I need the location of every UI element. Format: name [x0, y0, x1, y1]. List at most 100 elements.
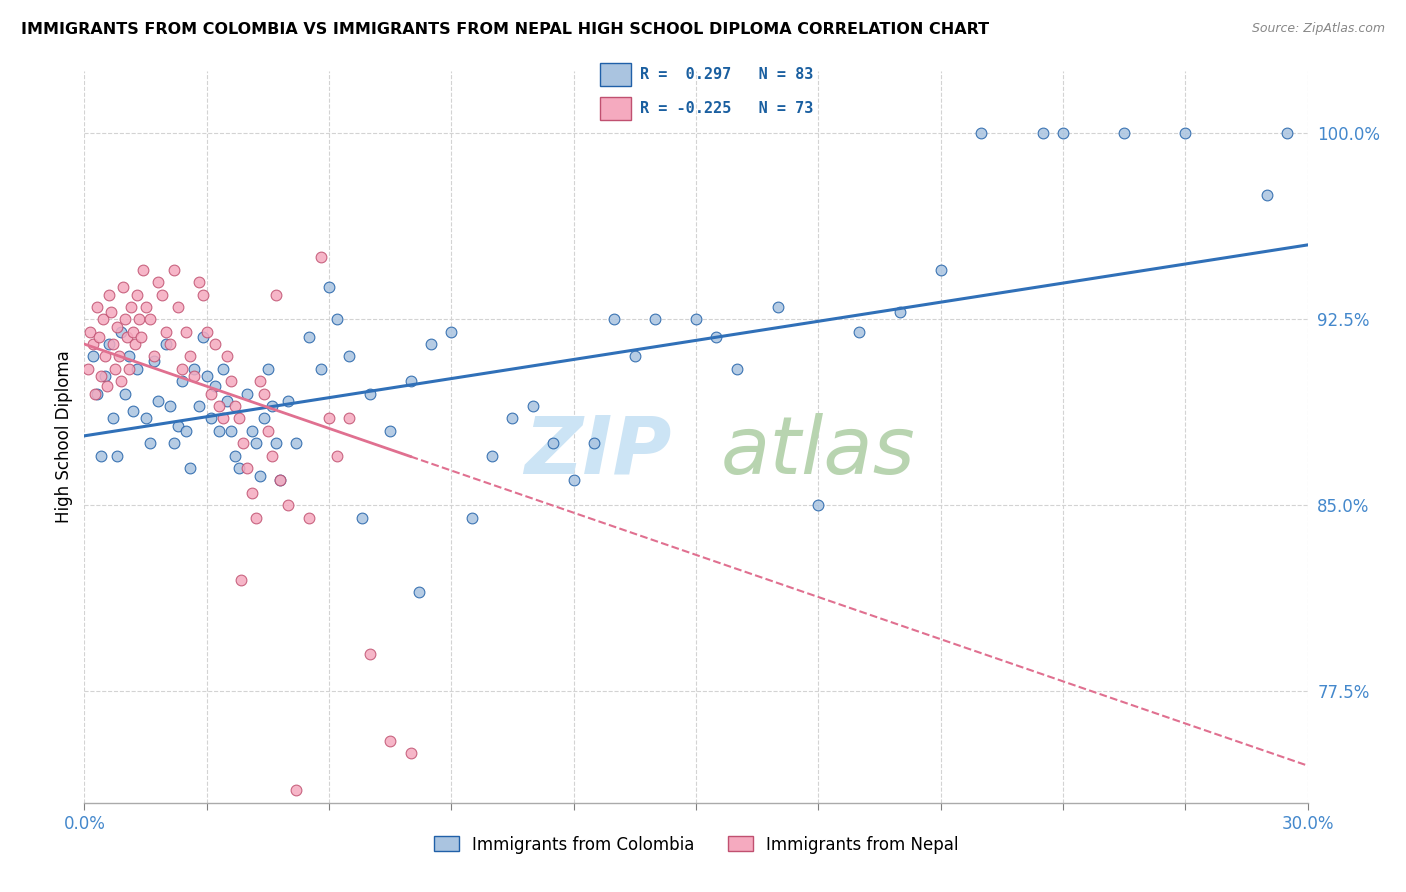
Point: [481, 449, 503, 463]
Point: [807, 498, 830, 512]
Point: [766, 300, 789, 314]
Point: [83, 386, 105, 401]
Point: [179, 461, 201, 475]
Point: [179, 350, 201, 364]
Point: [245, 436, 267, 450]
Point: [440, 325, 463, 339]
Point: [138, 312, 160, 326]
Point: [135, 300, 157, 314]
Text: Source: ZipAtlas.com: Source: ZipAtlas.com: [1251, 22, 1385, 36]
Point: [644, 312, 666, 326]
Bar: [600, 97, 631, 120]
Point: [142, 350, 165, 364]
Point: [583, 436, 606, 450]
Point: [399, 746, 422, 760]
Point: [326, 449, 349, 463]
Point: [624, 350, 647, 364]
Point: [260, 399, 283, 413]
Point: [82, 350, 104, 364]
Point: [97, 287, 120, 301]
Point: [191, 329, 214, 343]
Point: [91, 312, 114, 326]
Point: [309, 250, 332, 264]
Point: [219, 424, 242, 438]
Point: [603, 312, 626, 326]
Point: [249, 468, 271, 483]
Text: R = -0.225   N = 73: R = -0.225 N = 73: [640, 102, 814, 116]
Y-axis label: High School Diploma: High School Diploma: [55, 351, 73, 524]
Point: [104, 362, 127, 376]
Point: [159, 337, 181, 351]
Point: [285, 436, 308, 450]
Point: [502, 411, 524, 425]
Point: [86, 386, 108, 401]
Point: [90, 369, 112, 384]
Point: [408, 585, 430, 599]
Point: [359, 386, 381, 401]
Point: [128, 312, 150, 326]
Point: [204, 337, 226, 351]
Point: [1174, 126, 1197, 140]
Point: [1256, 188, 1278, 202]
Point: [1114, 126, 1136, 140]
Point: [685, 312, 707, 326]
Point: [217, 350, 239, 364]
Point: [159, 399, 181, 413]
Point: [187, 275, 209, 289]
Point: [93, 369, 115, 384]
Point: [167, 300, 190, 314]
Point: [96, 379, 118, 393]
Point: [240, 486, 263, 500]
Point: [240, 424, 263, 438]
Point: [118, 362, 141, 376]
Point: [309, 362, 332, 376]
Point: [228, 461, 250, 475]
Point: [298, 329, 321, 343]
Point: [200, 386, 222, 401]
Point: [380, 734, 402, 748]
Point: [82, 337, 104, 351]
Point: [264, 436, 287, 450]
Point: [236, 386, 259, 401]
Point: [257, 362, 280, 376]
Point: [350, 510, 373, 524]
Point: [135, 411, 157, 425]
Point: [848, 325, 870, 339]
Point: [260, 449, 283, 463]
Point: [127, 287, 149, 301]
Point: [1032, 126, 1054, 140]
Point: [174, 424, 197, 438]
Point: [264, 287, 287, 301]
Point: [219, 374, 242, 388]
Point: [110, 325, 132, 339]
Point: [249, 374, 271, 388]
Point: [172, 374, 194, 388]
Text: atlas: atlas: [721, 413, 915, 491]
Legend: Immigrants from Colombia, Immigrants from Nepal: Immigrants from Colombia, Immigrants fro…: [427, 829, 965, 860]
Point: [339, 411, 361, 425]
Point: [889, 305, 911, 319]
Point: [326, 312, 349, 326]
Point: [257, 424, 280, 438]
Point: [970, 126, 993, 140]
Point: [118, 350, 141, 364]
Point: [1052, 126, 1074, 140]
Point: [87, 329, 110, 343]
Point: [208, 399, 231, 413]
Point: [253, 411, 276, 425]
Point: [93, 350, 115, 364]
Point: [122, 325, 145, 339]
Point: [725, 362, 748, 376]
Point: [339, 350, 361, 364]
Point: [212, 411, 235, 425]
Point: [245, 510, 267, 524]
Point: [105, 319, 128, 334]
Point: [114, 312, 136, 326]
Point: [105, 449, 128, 463]
Text: ZIP: ZIP: [524, 413, 672, 491]
Point: [163, 436, 186, 450]
Point: [236, 461, 259, 475]
Point: [183, 362, 205, 376]
Point: [212, 362, 235, 376]
Point: [706, 329, 728, 343]
